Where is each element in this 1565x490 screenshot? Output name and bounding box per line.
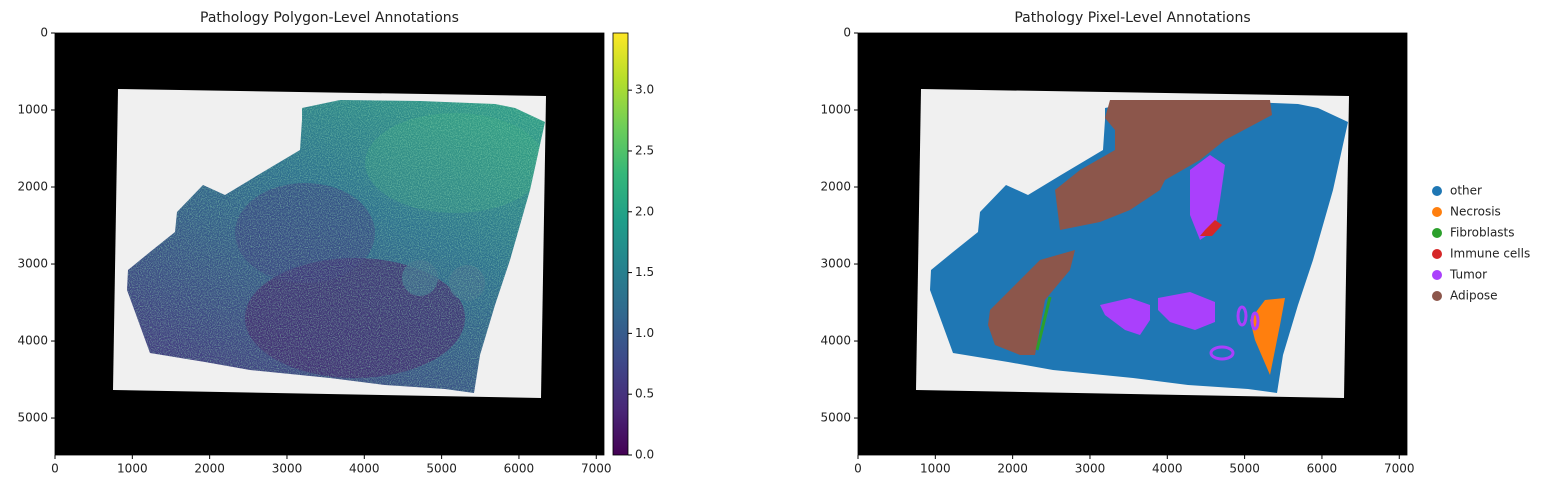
x-tick-label: 5000 [1229,462,1260,476]
legend-label: Tumor [1449,268,1487,282]
x-tick-label: 7000 [1384,462,1415,476]
x-tick-label: 7000 [581,462,612,476]
y-tick-label: 0 [40,26,48,40]
x-tick-label: 6000 [504,462,535,476]
colorbar-tick-label: 2.0 [635,204,654,218]
x-tick-label: 4000 [1152,462,1183,476]
x-tick-label: 4000 [349,462,380,476]
image-left [55,33,604,455]
x-tick-label: 2000 [997,462,1028,476]
y-tick-label: 1000 [820,103,851,117]
y-tick-label: 5000 [17,411,48,425]
legend-marker [1432,207,1442,217]
legend-marker [1432,228,1442,238]
colorbar-tick-label: 1.0 [635,326,654,340]
axes-frame [857,32,1408,456]
legend-marker [1432,249,1442,259]
legend-label: Necrosis [1450,205,1501,219]
legend-label: Immune cells [1450,247,1530,261]
legend-marker [1432,291,1442,301]
y-tick-label: 2000 [820,180,851,194]
x-tick-label: 1000 [920,462,951,476]
colorbar-tick-label: 2.5 [635,143,654,157]
x-tick-label: 6000 [1307,462,1338,476]
y-tick-label: 0 [843,26,851,40]
x-tick-label: 0 [51,462,59,476]
x-tick-label: 3000 [272,462,303,476]
y-tick-label: 3000 [820,257,851,271]
colorbar-tick-label: 1.5 [635,265,654,279]
y-tick-label: 1000 [17,103,48,117]
legend-marker [1432,186,1442,196]
legend-label: Adipose [1450,289,1498,303]
x-tick-label: 1000 [117,462,148,476]
chart-title: Pathology Pixel-Level Annotations [1014,10,1250,26]
chart-title: Pathology Polygon-Level Annotations [200,10,459,26]
axes-frame [54,32,605,456]
y-tick-label: 4000 [820,334,851,348]
legend-marker [1432,270,1442,280]
x-tick-label: 3000 [1075,462,1106,476]
colorbar [612,32,629,456]
y-tick-label: 5000 [820,411,851,425]
y-tick-label: 3000 [17,257,48,271]
y-tick-label: 4000 [17,334,48,348]
colorbar-tick-label: 0.5 [635,387,654,401]
image-right [858,33,1407,455]
x-tick-label: 0 [854,462,862,476]
colorbar-tick-label: 0.0 [635,448,654,462]
x-tick-label: 2000 [194,462,225,476]
legend-label: Fibroblasts [1450,226,1515,240]
colorbar-tick-label: 3.0 [635,83,654,97]
legend-label: other [1450,184,1482,198]
x-tick-label: 5000 [426,462,457,476]
y-tick-label: 2000 [17,180,48,194]
